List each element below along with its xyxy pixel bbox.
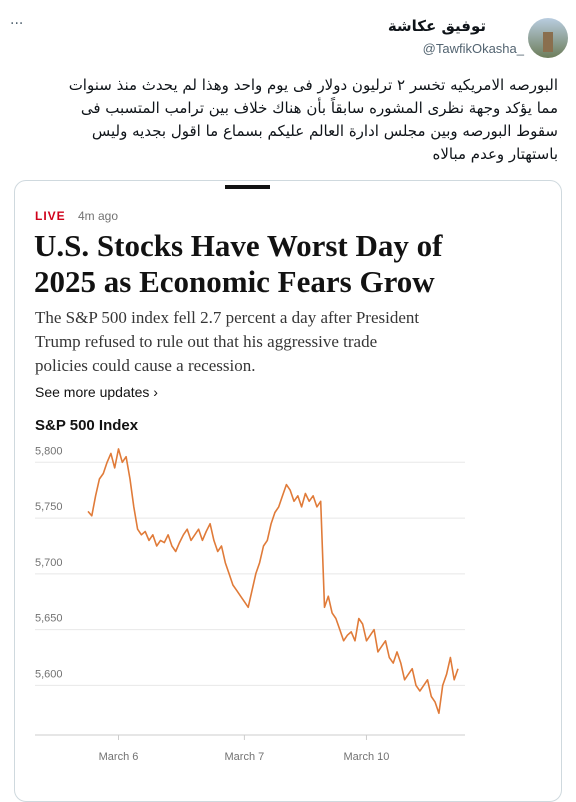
page: توفيق عكاشة @TawfikOkasha_ ··· البورصه ا…	[8, 16, 568, 802]
headline-line: 2025 as Economic Fears Grow	[34, 264, 435, 299]
x-tick-label: March 7	[225, 751, 265, 763]
more-button[interactable]: ···	[10, 16, 24, 32]
user-name[interactable]: توفيق عكاشة	[387, 17, 486, 35]
tweet-line: سقوط البورصه وبين مجلس ادارة العالم عليك…	[91, 122, 558, 140]
headline: U.S. Stocks Have Worst Day of 2025 as Eco…	[34, 228, 442, 300]
avatar[interactable]	[528, 18, 568, 58]
tweet-text: البورصه الامريكيه تخسر ٢ ترليون دولار فى…	[8, 74, 558, 166]
y-tick-label: 5,650	[35, 613, 63, 625]
tweet-line: البورصه الامريكيه تخسر ٢ ترليون دولار فى…	[68, 76, 558, 94]
y-tick-label: 5,700	[35, 557, 63, 569]
summary-line: Trump refused to rule out that his aggre…	[35, 332, 378, 351]
card-bar	[225, 185, 270, 189]
headline-line: U.S. Stocks Have Worst Day of	[34, 228, 443, 263]
x-tick-label: March 10	[344, 751, 390, 763]
live-badge: LIVE	[35, 209, 66, 223]
y-tick-label: 5,800	[35, 445, 63, 457]
summary: The S&P 500 index fell 2.7 percent a day…	[35, 306, 419, 378]
summary-line: policies could cause a recession.	[35, 356, 256, 375]
chart: 5,600 5,650 5,700 5,750 5,800 March 6 March 7 M…	[35, 445, 465, 763]
summary-line: The S&P 500 index fell 2.7 percent a day…	[35, 308, 420, 327]
chart-title: S&P 500 Index	[35, 417, 139, 434]
y-tick-label: 5,600	[35, 668, 63, 680]
more-link[interactable]: See more updates ›	[35, 384, 158, 400]
x-tick-label: March 6	[99, 751, 139, 763]
tweet-line: مما يؤكد وجهة نظرى المشوره سابقاً بأن هن…	[80, 99, 558, 117]
y-tick-label: 5,750	[35, 501, 63, 513]
user-handle[interactable]: @TawfikOkasha_	[422, 41, 524, 56]
timestamp: 4m ago	[78, 209, 119, 223]
data-line	[87, 448, 459, 715]
tweet-line: باستهتار وعدم مبالاه	[432, 145, 558, 163]
